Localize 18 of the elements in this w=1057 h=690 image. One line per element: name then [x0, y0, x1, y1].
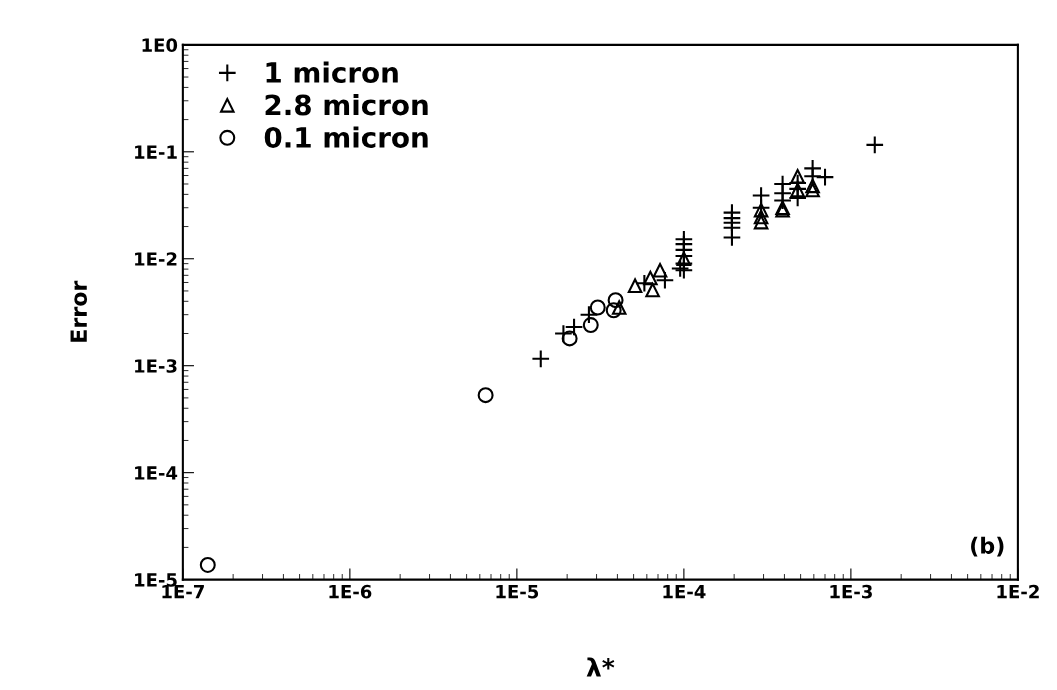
x-tick-label: 1E-6 — [329, 584, 372, 599]
y-tick-label: 1E0 — [142, 38, 178, 52]
y-tick-label: 1E-4 — [135, 466, 178, 480]
y-tick-label: 1E-3 — [135, 359, 177, 373]
y-tick-label: 1E-1 — [135, 145, 177, 159]
x-axis-title: λ* — [586, 657, 615, 677]
y-axis-title: Error — [70, 280, 88, 342]
y-tick-label: 1E-2 — [135, 252, 177, 266]
y-tick-label: 1E-5 — [135, 573, 177, 587]
x-tick-label: 1E-5 — [496, 585, 539, 599]
x-tick-label: 1E-3 — [830, 584, 872, 599]
annotation: (b) — [971, 536, 1004, 557]
x-tick-label: 1E-7 — [162, 585, 204, 599]
legend-label: 0.1 micron — [264, 126, 428, 148]
legend-label: 1 micron — [266, 61, 398, 84]
legend-label: 2.8 micron — [265, 93, 428, 116]
x-tick-label: 1E-2 — [997, 584, 1039, 599]
x-tick-label: 1E-4 — [663, 585, 706, 599]
